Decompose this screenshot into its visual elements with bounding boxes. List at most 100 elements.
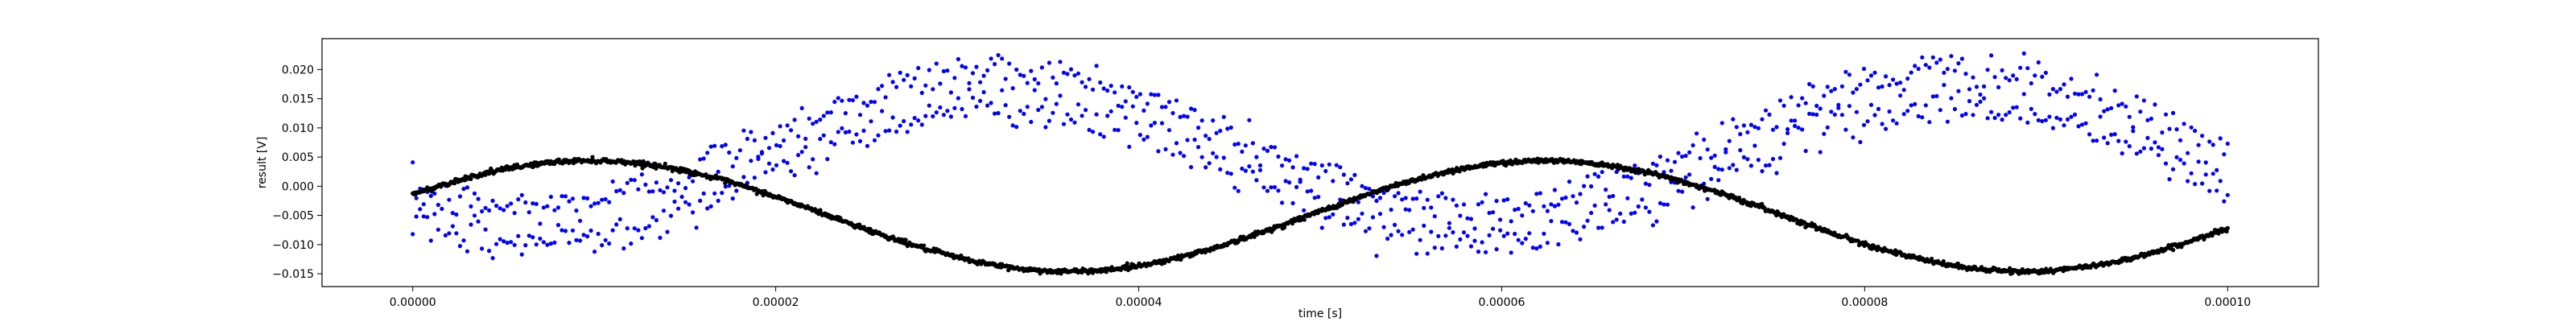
blue-data-point [1425,251,1430,256]
blue-data-point [1752,125,1757,130]
blue-data-point [443,233,448,237]
blue-data-point [2112,89,2117,93]
blue-data-point [1839,113,1844,118]
blue-data-point [934,61,939,66]
blue-data-point [1810,112,1815,117]
blue-data-point [2149,147,2153,151]
blue-data-point [691,210,696,215]
blue-data-point [1051,110,1055,115]
blue-data-point [993,62,997,67]
blue-data-point [1491,210,1496,215]
blue-data-point [1898,93,1903,98]
blue-data-point [1876,85,1881,90]
blue-data-point [2072,91,2078,96]
blue-data-point [454,231,459,236]
blue-data-point [1363,229,1368,233]
blue-data-point [1257,167,1263,172]
blue-data-point [2160,130,2165,135]
blue-data-point [1000,56,1005,61]
blue-data-point [1211,151,1216,155]
blue-data-point [2040,74,2045,79]
blue-data-point [2116,138,2121,143]
blue-data-point [2124,104,2128,109]
blue-data-point [1174,98,1179,103]
blue-data-point [894,129,899,134]
blue-data-point [1250,169,1255,174]
blue-data-point [1825,125,1830,130]
blue-data-point [938,105,943,110]
blue-data-point [1182,114,1187,118]
blue-data-point [1712,164,1717,169]
blue-data-point [483,227,488,232]
blue-data-point [1156,149,1161,154]
blue-data-point [956,56,960,62]
blue-data-point [1331,212,1335,217]
blue-data-point [1945,67,1950,72]
blue-data-point [2207,188,2212,193]
blue-data-point [2102,135,2107,140]
blue-data-point [2222,199,2227,204]
blue-data-point [2215,188,2219,193]
blue-data-point [1538,244,1542,249]
blue-data-point [1923,63,1928,68]
blue-data-point [661,190,667,195]
blue-data-point [1410,196,1415,201]
blue-data-point [490,256,495,261]
blue-data-point [1716,178,1721,183]
blue-data-point [741,175,746,180]
blue-data-point [821,133,826,138]
blue-data-point [1389,233,1393,237]
blue-data-point [1298,180,1302,184]
blue-data-point [2178,158,2183,163]
blue-data-point [799,150,804,155]
blue-data-point [2065,117,2070,122]
blue-data-point [2170,110,2176,115]
blue-data-point [643,182,648,187]
blue-data-point [1276,154,1281,159]
y-tick-label: −0.005 [272,210,314,223]
blue-data-point [2193,182,2198,187]
blue-data-point [1152,93,1157,97]
blue-data-point [694,225,699,230]
blue-data-point [607,200,612,204]
blue-data-point [1789,95,1794,100]
blue-data-point [2007,78,2012,83]
blue-data-point [1098,132,1103,137]
blue-data-point [523,200,528,205]
blue-data-point [970,95,976,100]
blue-data-point [1633,210,1637,215]
blue-data-point [2102,109,2107,114]
blue-data-point [1046,60,1051,65]
blue-data-point [1676,188,1681,193]
blue-data-point [952,76,957,80]
blue-data-point [1582,225,1587,229]
blue-data-point [796,134,801,138]
blue-data-point [919,122,924,127]
blue-data-point [1425,197,1430,202]
blue-data-point [447,231,452,236]
y-tick-label: 0.015 [282,93,314,106]
blue-data-point [1196,126,1201,130]
y-tick-label: −0.015 [272,268,314,281]
blue-data-point [730,164,735,169]
blue-data-point [1516,206,1521,212]
blue-data-point [828,110,833,115]
blue-data-point [1621,219,1626,224]
blue-data-point [1683,175,1688,180]
blue-data-point [1789,118,1794,123]
blue-data-point [1166,128,1172,133]
blue-data-point [912,76,917,80]
blue-data-point [2079,122,2085,127]
blue-data-point [2105,141,2110,146]
blue-data-point [1290,165,1295,170]
blue-data-point [778,124,782,129]
blue-data-point [1542,231,1546,236]
blue-data-point [1352,221,1357,225]
blue-data-point [414,214,419,219]
blue-data-point [1294,154,1299,159]
blue-data-point [654,217,659,223]
blue-data-point [1665,202,1670,207]
blue-data-point [1182,154,1187,159]
blue-data-point [745,136,750,142]
blue-data-point [1621,174,1626,179]
